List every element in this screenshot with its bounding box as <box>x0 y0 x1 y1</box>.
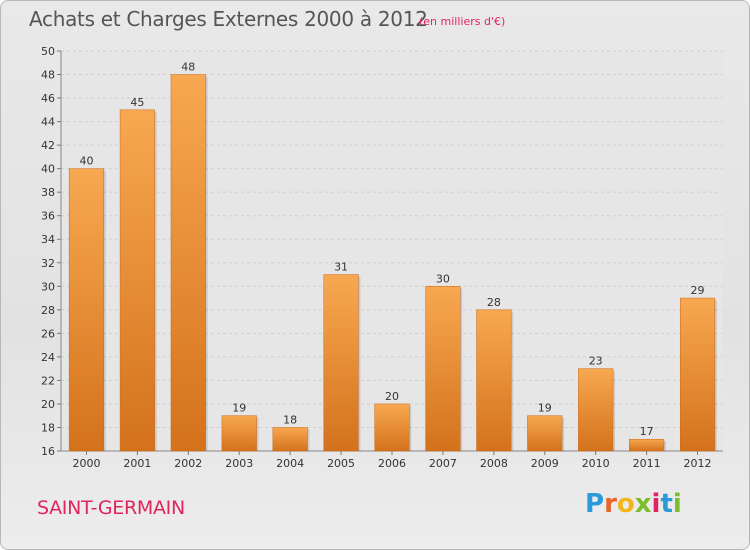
logo-letter: t <box>660 489 673 519</box>
bar <box>272 427 308 452</box>
x-tick-label: 2007 <box>429 457 457 470</box>
y-tick-label: 44 <box>41 116 55 129</box>
x-tick-label: 2005 <box>327 457 355 470</box>
bar <box>629 438 665 452</box>
data-label: 28 <box>487 296 501 309</box>
city-label: SAINT-GERMAIN <box>37 497 185 519</box>
y-tick-label: 34 <box>41 233 55 246</box>
data-label: 48 <box>181 61 195 74</box>
y-tick-label: 40 <box>41 163 55 176</box>
y-tick-label: 46 <box>41 92 55 105</box>
y-tick-label: 38 <box>41 186 55 199</box>
x-tick-label: 2012 <box>684 457 712 470</box>
y-tick-label: 26 <box>41 327 55 340</box>
logo-letter: i <box>672 489 682 519</box>
x-tick-label: 2004 <box>276 457 304 470</box>
data-label: 31 <box>334 261 348 274</box>
x-tick-label: 2008 <box>480 457 508 470</box>
bar <box>374 403 410 452</box>
bar <box>679 297 716 452</box>
bar <box>119 109 155 452</box>
logo-letter: i <box>651 489 661 519</box>
y-tick-label: 28 <box>41 304 55 317</box>
logo-letter: r <box>604 489 617 519</box>
bar <box>170 74 206 452</box>
bar <box>578 368 614 452</box>
data-label: 40 <box>79 155 93 168</box>
y-tick-label: 22 <box>41 374 55 387</box>
chart-subtitle: (en milliers d'€) <box>419 15 506 28</box>
data-label: 17 <box>640 425 654 438</box>
x-tick-label: 2009 <box>531 457 559 470</box>
proxiti-logo: Proxiti <box>585 489 682 519</box>
bar <box>68 168 105 452</box>
logo-letter: o <box>616 489 635 519</box>
y-tick-label: 30 <box>41 280 55 293</box>
y-tick-label: 42 <box>41 139 55 152</box>
data-label: 19 <box>538 402 552 415</box>
y-tick-label: 20 <box>41 398 55 411</box>
x-tick-label: 2003 <box>225 457 253 470</box>
data-label: 29 <box>691 284 705 297</box>
y-tick-label: 36 <box>41 210 55 223</box>
data-label: 18 <box>283 413 297 426</box>
y-tick-label: 50 <box>41 45 55 58</box>
bar <box>221 415 257 452</box>
logo-letter: x <box>634 489 652 519</box>
x-tick-label: 2000 <box>72 457 100 470</box>
logo-letter: P <box>585 489 605 519</box>
data-label: 19 <box>232 402 246 415</box>
y-tick-label: 18 <box>41 421 55 434</box>
y-tick-label: 24 <box>41 351 55 364</box>
data-label: 20 <box>385 390 399 403</box>
x-tick-label: 2001 <box>123 457 151 470</box>
chart-title: Achats et Charges Externes 2000 à 2012 <box>29 7 428 31</box>
bar <box>476 309 512 452</box>
bar <box>527 415 563 452</box>
x-tick-label: 2006 <box>378 457 406 470</box>
bar <box>425 286 461 452</box>
y-tick-label: 16 <box>41 445 55 458</box>
data-label: 23 <box>589 355 603 368</box>
x-tick-label: 2011 <box>633 457 661 470</box>
bar <box>323 274 359 452</box>
data-label: 45 <box>130 96 144 109</box>
data-label: 30 <box>436 272 450 285</box>
x-tick-label: 2002 <box>174 457 202 470</box>
x-tick-label: 2010 <box>582 457 610 470</box>
y-tick-label: 32 <box>41 257 55 270</box>
y-tick-label: 48 <box>41 69 55 82</box>
